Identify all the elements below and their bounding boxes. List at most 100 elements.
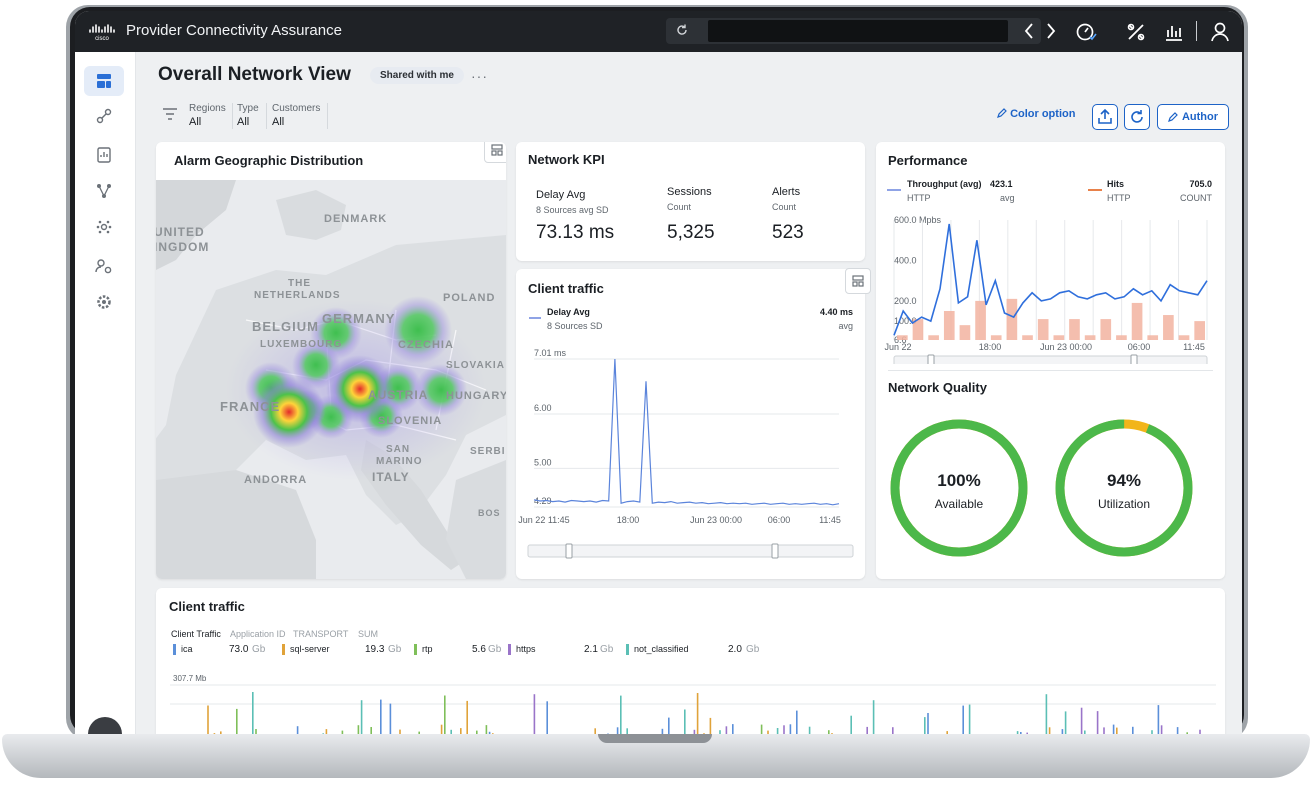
traffic-bar: [776, 728, 779, 735]
client-traffic-bar-card: Client traffic Client Traffic Applicatio…: [156, 588, 1225, 735]
network-quality-title: Network Quality: [888, 380, 987, 395]
x-tick-label: Jun 23 00:00: [690, 515, 742, 525]
legend-throughput-value: 423.1: [990, 179, 1013, 189]
map-label: SLOVAKIA: [446, 360, 505, 371]
app-title: Provider Connectivity Assurance: [126, 22, 342, 39]
traffic-bar: [255, 729, 257, 735]
map-label: SERBI: [470, 446, 506, 457]
gauge-label: Available: [935, 497, 984, 511]
hits-bar: [1100, 319, 1112, 340]
gauge-arc: [890, 419, 1028, 557]
legend-item-name: https: [516, 644, 536, 654]
legend-item-unit: Gb: [488, 644, 502, 655]
legend-agg: avg: [838, 321, 853, 331]
top-bar: cisco Provider Connectivity Assurance: [75, 11, 1242, 52]
range-slider: [527, 544, 854, 558]
nav-user-settings[interactable]: [84, 251, 124, 281]
legend-series-name: Delay Avg: [547, 307, 590, 317]
hits-bar: [990, 335, 1002, 340]
legend-swatch: [887, 189, 901, 191]
traffic-bar: [440, 724, 443, 735]
nav-sessions[interactable]: [84, 101, 124, 131]
traffic-bar: [783, 725, 785, 735]
traffic-bar: [1116, 727, 1118, 735]
widget-menu-button[interactable]: [845, 268, 871, 294]
traffic-bar: [1176, 727, 1179, 735]
traffic-bar-chart[interactable]: [156, 684, 1225, 735]
analytics-icon[interactable]: [1163, 21, 1185, 43]
traffic-bar: [1064, 711, 1067, 735]
hits-bar: [928, 335, 939, 340]
address-bar[interactable]: [666, 18, 1041, 44]
nav-dashboards[interactable]: [84, 66, 124, 96]
upload-icon: [1098, 108, 1112, 124]
y-axis-max: 307.7 Mb: [173, 674, 207, 683]
help-icon[interactable]: [88, 717, 122, 735]
traffic-bar: [719, 730, 721, 735]
traffic-bar: [760, 724, 763, 735]
legend-item-name: ica: [181, 644, 193, 654]
kpi-alerts-label: Alerts: [772, 186, 801, 198]
map-label: CZECHIA: [398, 339, 454, 351]
nav-reports[interactable]: [84, 140, 124, 170]
table-header-sum: SUM: [358, 629, 378, 639]
nav-settings[interactable]: [84, 287, 124, 317]
europe-map[interactable]: UNITED INGDOM DENMARK THE NETHERLANDS PO…: [156, 180, 506, 579]
traffic-bar: [370, 727, 372, 735]
nav-topology[interactable]: [84, 176, 124, 206]
gauge-value: 94%: [1107, 471, 1141, 490]
map-label: NETHERLANDS: [254, 290, 341, 301]
address-input[interactable]: [708, 20, 1008, 42]
filter-type[interactable]: Type All: [237, 103, 259, 128]
map-label: FRANCE: [220, 399, 280, 414]
legend-item-unit: Gb: [746, 644, 760, 655]
tools-icon[interactable]: [1125, 21, 1147, 43]
chevron-left-icon[interactable]: [1024, 23, 1033, 39]
legend-item-unit: Gb: [600, 644, 614, 655]
y-tick-label: 400.0: [894, 255, 917, 265]
gauge-check-icon[interactable]: [1075, 21, 1097, 43]
traffic-bar: [252, 692, 254, 735]
traffic-bar: [450, 729, 452, 735]
traffic-bar: [389, 703, 392, 735]
hits-bar: [1131, 302, 1143, 340]
traffic-bar: [380, 699, 382, 735]
traffic-bar: [460, 728, 462, 735]
refresh-button[interactable]: [1124, 104, 1150, 130]
filter-customers-label: Customers: [272, 103, 321, 114]
legend-hits-agg: COUNT: [1180, 193, 1212, 203]
traffic-bar: [485, 725, 488, 735]
traffic-bar: [546, 701, 548, 735]
legend-item-value: 5.6: [472, 644, 486, 655]
color-option-button[interactable]: Color option: [997, 108, 1075, 120]
traffic-bar: [796, 710, 798, 735]
settings-icon: [97, 295, 111, 309]
filter-customers[interactable]: Customers All: [272, 103, 320, 128]
widget-menu-button[interactable]: [484, 142, 506, 163]
range-slider-handle: [565, 543, 573, 559]
share-button[interactable]: [1092, 104, 1118, 130]
chevron-right-icon[interactable]: [1047, 23, 1056, 39]
legend-swatch: [173, 644, 176, 655]
author-button[interactable]: Author: [1157, 104, 1229, 130]
more-menu-icon[interactable]: ···: [471, 68, 488, 84]
shared-badge[interactable]: Shared with me: [370, 67, 464, 84]
refresh-icon[interactable]: [675, 23, 689, 37]
filter-type-label: Type: [237, 103, 259, 114]
filter-regions[interactable]: Regions All: [189, 103, 226, 128]
color-option-label: Color option: [1010, 108, 1076, 120]
user-icon[interactable]: [1209, 21, 1231, 43]
traffic-bar: [207, 705, 209, 735]
hits-bar: [959, 325, 971, 340]
throughput-line: [893, 223, 1208, 336]
traffic-bar: [325, 729, 328, 735]
laptop-notch: [598, 734, 712, 743]
filter-icon[interactable]: [162, 107, 178, 121]
nav-network[interactable]: [84, 212, 124, 242]
filter-divider: [327, 103, 328, 129]
hits-bar: [943, 311, 955, 340]
hits-bar: [1116, 335, 1127, 340]
legend-throughput-name: Throughput (avg): [907, 179, 982, 189]
